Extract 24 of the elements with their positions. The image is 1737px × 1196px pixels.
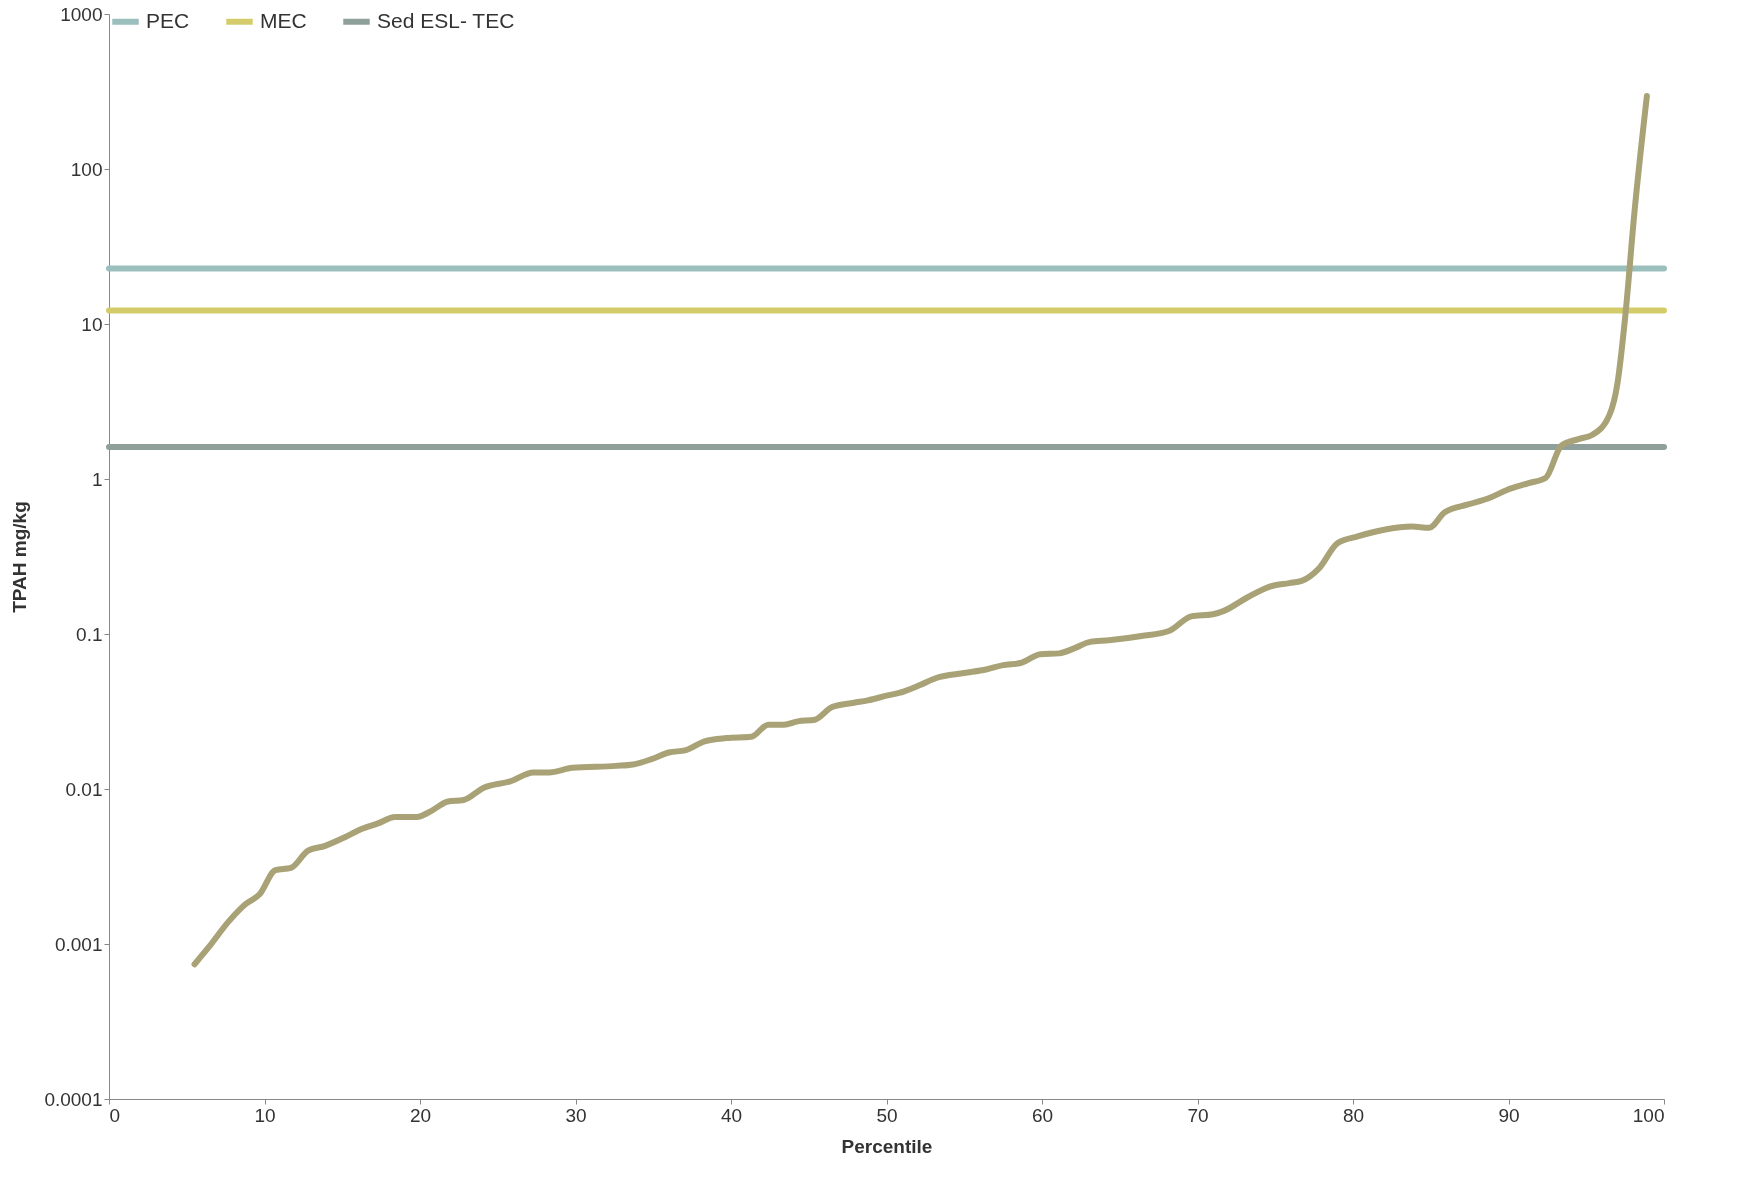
y-tick-label: 0.001: [54, 933, 103, 955]
x-tick-label: 50: [876, 1104, 898, 1126]
x-tick-label: 40: [720, 1104, 743, 1126]
x-tick-label: 60: [1031, 1104, 1054, 1126]
x-tick-label: 20: [409, 1104, 432, 1126]
y-tick-label: 0.0001: [44, 1088, 103, 1110]
y-tick-label: 0.1: [76, 623, 103, 645]
x-tick-label: 100: [1632, 1104, 1665, 1126]
y-tick-label: 100: [70, 158, 103, 180]
x-tick-label: 30: [565, 1104, 587, 1126]
y-tick-label: 10: [81, 313, 103, 335]
legend-label: MEC: [260, 8, 307, 32]
x-tick-label: 0: [109, 1104, 121, 1126]
y-tick-label: 0.01: [65, 778, 103, 800]
x-tick-label: 10: [254, 1104, 276, 1126]
y-axis-title: TPAH mg/kg: [9, 501, 31, 613]
legend-label: Sed ESL- TEC: [377, 8, 515, 32]
x-tick-label: 80: [1342, 1104, 1365, 1126]
x-tick-label: 70: [1187, 1104, 1209, 1126]
legend-label: PEC: [146, 8, 190, 32]
x-tick-label: 90: [1498, 1104, 1520, 1126]
y-tick-label: 1: [91, 468, 103, 490]
x-axis-title: Percentile: [841, 1135, 933, 1157]
y-tick-label: 1000: [60, 3, 103, 25]
